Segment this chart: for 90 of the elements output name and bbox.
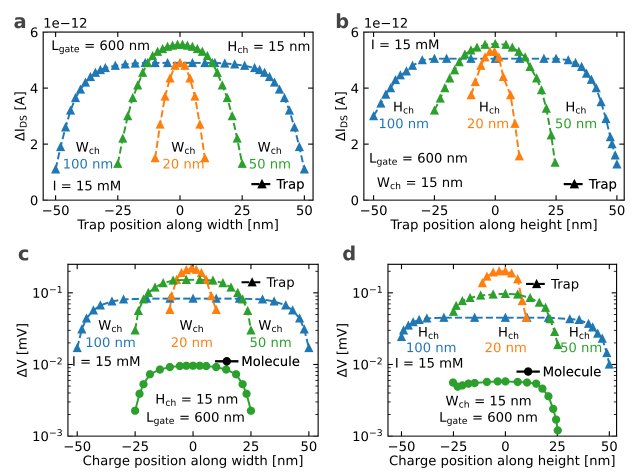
annotation: H$_{ch}$	[499, 327, 518, 339]
y-tick-label: 6	[30, 27, 38, 38]
text: 1e−12	[365, 18, 407, 28]
x-tick-label: 25	[548, 205, 564, 216]
y-tick-label: 0	[30, 195, 38, 206]
x-tick-label: −25	[440, 441, 466, 452]
y-tick-label: 6	[352, 27, 358, 38]
series-label: 50 nm	[250, 337, 291, 348]
y-axis-title: ΔV [mV]	[336, 324, 348, 378]
annotation: W$_{ch}$	[180, 320, 203, 332]
y-tick-label: 10$^{−2}$	[34, 357, 62, 370]
annotation: H$_{ch}$	[419, 327, 438, 339]
annotation: I = 15 mM	[396, 358, 462, 368]
chart-title: a	[14, 17, 26, 28]
annotation: H$_{ch}$	[566, 102, 586, 114]
annotation: Trap	[551, 278, 578, 292]
x-axis-title: Charge position along height [nm]	[390, 455, 614, 468]
annotation: I = 15 mM	[372, 40, 438, 50]
x-tick-label: −25	[422, 205, 448, 216]
y-tick-label: 4	[30, 84, 38, 94]
x-tick-label: −50	[43, 205, 69, 216]
chart-title: c	[18, 249, 28, 261]
annotation: I = 15 mM	[73, 356, 140, 366]
x-tick-label: −25	[122, 441, 148, 452]
annotation: Molecule	[544, 366, 601, 376]
x-axis-title: Trap position along width [nm]	[77, 219, 278, 232]
series-label: 20 nm	[163, 158, 204, 169]
y-tick-label: 2	[352, 139, 358, 150]
series-label: 50 nm	[561, 342, 602, 352]
y-tick-label: 10$^{−3}$	[354, 429, 382, 442]
annotation: W$_{ch}$	[172, 142, 195, 154]
y-tick-label: 10$^{−2}$	[354, 357, 382, 370]
x-tick-label: −50	[361, 205, 387, 216]
x-tick-label: 50	[610, 205, 624, 216]
y-axis-title: ΔI$_{DS}$ [A]	[14, 92, 27, 142]
x-tick-label: 25	[244, 441, 258, 452]
y-tick-label: 10$^{−1}$	[354, 286, 382, 298]
series-label: 100 nm	[64, 158, 112, 169]
annotation: H$_{ch}$	[480, 102, 500, 114]
series-label: 20 nm	[468, 118, 508, 128]
y-tick-label: 10$^{−3}$	[34, 429, 62, 442]
series-label: 50 nm	[556, 118, 596, 128]
x-tick-label: −50	[388, 441, 415, 452]
x-tick-label: −50	[64, 441, 90, 452]
annotation: L$_{gate}$ = 600 nm	[147, 412, 244, 426]
y-tick-label: 4	[351, 84, 358, 94]
annotation: Trap	[588, 179, 616, 192]
annotation: Molecule	[242, 356, 300, 366]
y-axis-title: ΔI$_{DS}$ [A]	[335, 92, 348, 142]
x-tick-label: 50	[301, 441, 316, 452]
x-tick-label: 0	[492, 205, 499, 216]
series-label: 100 nm	[86, 337, 135, 348]
annotation: W$_{ch}$ = 15 nm	[446, 396, 530, 408]
y-axis-title: ΔV [mV]	[16, 324, 28, 378]
x-tick-label: 50	[602, 441, 617, 452]
annotation: W$_{ch}$ = 15 nm	[377, 177, 462, 190]
annotation: H$_{ch}$	[570, 327, 590, 339]
series-label: 100 nm	[407, 342, 456, 352]
series-label: 20 nm	[172, 337, 212, 348]
annotation: Trap	[276, 179, 304, 192]
annotation: W$_{ch}$	[76, 142, 100, 154]
annotation: L$_{gate}$ = 600 nm	[370, 152, 467, 167]
annotation: L$_{gate}$ = 600 nm	[440, 412, 537, 426]
annotation: W$_{ch}$	[98, 320, 122, 332]
annotation: L$_{gate}$ = 600 nm	[52, 40, 149, 54]
y-tick-label: 10$^{−1}$	[34, 286, 62, 298]
y-tick-label: 0	[351, 195, 358, 206]
series-label: 50 nm	[250, 158, 290, 169]
annotation: H$_{ch}$ = 15 nm	[228, 41, 310, 54]
annotation: W$_{ch}$	[258, 142, 281, 154]
annotation: W$_{ch}$	[258, 320, 282, 332]
annotation: I = 15 mM	[54, 180, 120, 191]
x-tick-label: 0	[190, 441, 196, 452]
x-tick-label: 50	[296, 205, 312, 216]
annotation: H$_{ch}$ = 15 nm	[156, 394, 238, 406]
annotation: Trap	[266, 277, 294, 290]
annotation: H$_{ch}$	[394, 102, 414, 114]
chart-title: d	[343, 246, 355, 261]
text: 1e−12	[44, 18, 86, 28]
y-tick-label: 2	[30, 139, 37, 150]
chart-title: b	[336, 13, 348, 28]
x-tick-label: 25	[234, 205, 250, 216]
x-tick-label: 0	[176, 205, 184, 216]
x-axis-title: Trap position along height [nm]	[390, 219, 596, 232]
x-tick-label: 25	[550, 441, 565, 452]
series-label: 20 nm	[486, 342, 526, 352]
x-axis-title: Charge position along width [nm]	[83, 455, 302, 468]
series-label: 100 nm	[380, 118, 428, 128]
x-tick-label: −25	[105, 205, 131, 216]
x-tick-label: 0	[502, 441, 509, 452]
